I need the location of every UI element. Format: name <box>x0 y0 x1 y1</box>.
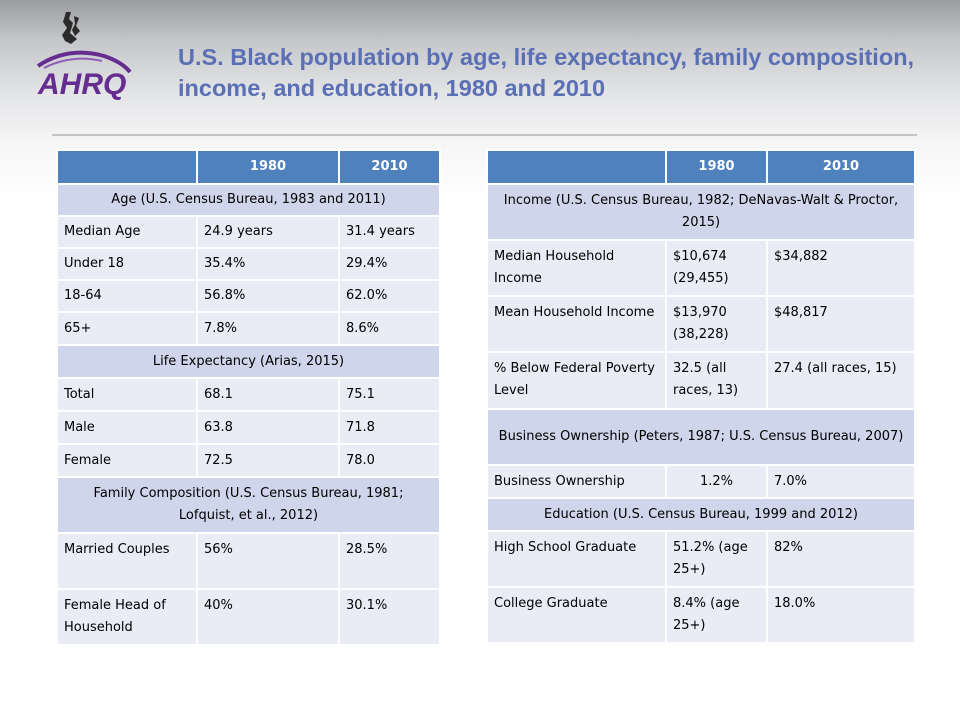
cell-1980: 8.4% (age 25+) <box>665 586 768 644</box>
cell-2010: 18.0% <box>766 586 916 644</box>
row-label: Female <box>56 443 198 478</box>
cell-2010: 29.4% <box>338 247 441 281</box>
section-title: Age (U.S. Census Bureau, 1983 and 2011) <box>56 183 441 217</box>
section-title: Life Expectancy (Arias, 2015) <box>56 344 441 379</box>
cell-2010: 78.0 <box>338 443 441 478</box>
table-row: Median Household Income $10,674 (29,455)… <box>486 239 916 297</box>
section-title: Business Ownership (Peters, 1987; U.S. C… <box>486 408 916 466</box>
cell-2010: $48,817 <box>766 295 916 353</box>
row-label: Male <box>56 410 198 445</box>
table-row: College Graduate 8.4% (age 25+) 18.0% <box>486 586 916 644</box>
section-title: Income (U.S. Census Bureau, 1982; DeNava… <box>486 183 916 241</box>
row-label: Under 18 <box>56 247 198 281</box>
table-row: Mean Household Income $13,970 (38,228) $… <box>486 295 916 353</box>
row-label: Median Household Income <box>486 239 667 297</box>
cell-1980: 68.1 <box>196 377 340 412</box>
cell-1980: 7.8% <box>196 311 340 346</box>
row-label: 18-64 <box>56 279 198 313</box>
table-row: Business Ownership 1.2% 7.0% <box>486 464 916 499</box>
table-row: Male 63.8 71.8 <box>56 410 441 445</box>
table-row: Under 18 35.4% 29.4% <box>56 247 441 281</box>
cell-2010: $34,882 <box>766 239 916 297</box>
cell-2010: 75.1 <box>338 377 441 412</box>
cell-2010: 62.0% <box>338 279 441 313</box>
row-label: Married Couples <box>56 532 198 590</box>
hhs-eagle-icon <box>62 12 80 44</box>
header-cell <box>56 149 198 185</box>
section-row-life-expectancy: Life Expectancy (Arias, 2015) <box>56 344 441 379</box>
header-cell-2010: 2010 <box>766 149 916 185</box>
cell-2010: 71.8 <box>338 410 441 445</box>
cell-1980: 32.5 (all races, 13) <box>665 351 768 410</box>
section-row-family-composition: Family Composition (U.S. Census Bureau, … <box>56 476 441 534</box>
cell-1980: 35.4% <box>196 247 340 281</box>
cell-2010: 82% <box>766 530 916 588</box>
table-row: 65+ 7.8% 8.6% <box>56 311 441 346</box>
section-title: Education (U.S. Census Bureau, 1999 and … <box>486 497 916 532</box>
cell-1980: 1.2% <box>665 464 768 499</box>
section-row-business-ownership: Business Ownership (Peters, 1987; U.S. C… <box>486 408 916 466</box>
section-row-income: Income (U.S. Census Bureau, 1982; DeNava… <box>486 183 916 241</box>
cell-1980: 63.8 <box>196 410 340 445</box>
row-label: College Graduate <box>486 586 667 644</box>
left-data-table: 1980 2010 Age (U.S. Census Bureau, 1983 … <box>56 149 441 646</box>
row-label: % Below Federal Poverty Level <box>486 351 667 410</box>
table-row: Total 68.1 75.1 <box>56 377 441 412</box>
cell-1980: 72.5 <box>196 443 340 478</box>
table-row: Female 72.5 78.0 <box>56 443 441 478</box>
ahrq-logo: AHRQ <box>32 6 142 102</box>
cell-1980: 56.8% <box>196 279 340 313</box>
cell-1980: 40% <box>196 588 340 646</box>
page-title: U.S. Black population by age, life expec… <box>178 44 915 101</box>
header-cell-1980: 1980 <box>196 149 340 185</box>
row-label: 65+ <box>56 311 198 346</box>
section-row-education: Education (U.S. Census Bureau, 1999 and … <box>486 497 916 532</box>
cell-1980: $13,970 (38,228) <box>665 295 768 353</box>
row-label: Female Head of Household <box>56 588 198 646</box>
header-cell-1980: 1980 <box>665 149 768 185</box>
cell-2010: 7.0% <box>766 464 916 499</box>
row-label: Business Ownership <box>486 464 667 499</box>
row-label: Mean Household Income <box>486 295 667 353</box>
table-row: Median Age 24.9 years 31.4 years <box>56 215 441 249</box>
cell-1980: 24.9 years <box>196 215 340 249</box>
row-label: High School Graduate <box>486 530 667 588</box>
title-divider <box>52 134 917 136</box>
table-row: % Below Federal Poverty Level 32.5 (all … <box>486 351 916 410</box>
right-data-table: 1980 2010 Income (U.S. Census Bureau, 19… <box>486 149 916 644</box>
cell-1980: 56% <box>196 532 340 590</box>
section-row-age: Age (U.S. Census Bureau, 1983 and 2011) <box>56 183 441 217</box>
cell-2010: 28.5% <box>338 532 441 590</box>
cell-1980: $10,674 (29,455) <box>665 239 768 297</box>
section-title: Family Composition (U.S. Census Bureau, … <box>56 476 441 534</box>
cell-2010: 31.4 years <box>338 215 441 249</box>
cell-2010: 30.1% <box>338 588 441 646</box>
header-cell <box>486 149 667 185</box>
table-row: 18-64 56.8% 62.0% <box>56 279 441 313</box>
header-cell-2010: 2010 <box>338 149 441 185</box>
ahrq-logo-text: AHRQ <box>37 68 126 101</box>
cell-2010: 27.4 (all races, 15) <box>766 351 916 410</box>
table-row: High School Graduate 51.2% (age 25+) 82% <box>486 530 916 588</box>
cell-1980: 51.2% (age 25+) <box>665 530 768 588</box>
table-row: Female Head of Household 40% 30.1% <box>56 588 441 646</box>
row-label: Median Age <box>56 215 198 249</box>
cell-2010: 8.6% <box>338 311 441 346</box>
table-header-row: 1980 2010 <box>56 149 441 185</box>
table-header-row: 1980 2010 <box>486 149 916 185</box>
row-label: Total <box>56 377 198 412</box>
table-row: Married Couples 56% 28.5% <box>56 532 441 590</box>
